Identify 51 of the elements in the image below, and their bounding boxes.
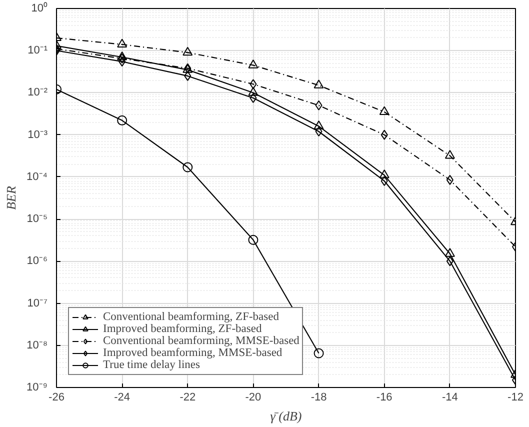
y-tick-label: 10⁻⁵ xyxy=(26,213,48,226)
x-axis-title: γ̄ (dB) xyxy=(270,408,302,424)
x-tick-label: -12 xyxy=(508,392,524,404)
point xyxy=(118,53,126,64)
legend-label: Improved beamforming, ZF-based xyxy=(103,323,262,335)
x-tick-label: -24 xyxy=(114,392,130,404)
point xyxy=(380,176,388,186)
legend-label: Conventional beamforming, ZF-based xyxy=(103,311,279,323)
point xyxy=(315,126,322,136)
point xyxy=(118,56,126,67)
point xyxy=(117,115,128,126)
point xyxy=(314,80,324,88)
point xyxy=(444,150,455,159)
y-tick-label: 10⁻⁹ xyxy=(26,382,48,394)
point xyxy=(248,60,258,68)
x-tick-label: -14 xyxy=(442,392,458,404)
point xyxy=(182,162,193,172)
y-tick-label: 10⁻⁸ xyxy=(26,339,48,352)
point xyxy=(250,92,257,103)
point xyxy=(314,120,324,130)
y-tick-label: 10⁻⁴ xyxy=(26,170,48,183)
x-tick-label: -20 xyxy=(245,392,262,404)
y-tick-label: 10⁻¹ xyxy=(28,44,48,57)
x-tick-label: -16 xyxy=(376,392,392,404)
point xyxy=(379,170,390,178)
y-axis-title: BER xyxy=(4,186,19,210)
y-tick-label: 10⁻⁶ xyxy=(26,255,48,268)
point xyxy=(444,248,455,257)
y-tick-label: 10⁻³ xyxy=(28,128,48,141)
point xyxy=(117,51,128,60)
point xyxy=(250,79,257,90)
point xyxy=(379,106,390,116)
point xyxy=(380,130,388,140)
point xyxy=(184,70,192,81)
point xyxy=(315,100,322,110)
point xyxy=(248,234,258,245)
y-tick-label: 10⁻² xyxy=(28,86,48,99)
x-tick-label: -26 xyxy=(48,392,64,404)
legend-label: Conventional beamforming, MMSE-based xyxy=(103,335,300,347)
point xyxy=(314,348,324,358)
y-tick-label: 10⁰ xyxy=(31,2,48,14)
x-tick-label: -22 xyxy=(180,392,196,404)
point xyxy=(446,174,454,185)
point xyxy=(182,46,193,56)
y-tick-label: 10⁻⁷ xyxy=(27,297,48,310)
x-tick-label: -18 xyxy=(310,392,327,404)
point xyxy=(117,38,128,48)
legend-label: True time delay lines xyxy=(103,359,200,371)
legend-label: Improved beamforming, MMSE-based xyxy=(103,347,282,359)
point xyxy=(248,87,258,96)
point xyxy=(446,256,454,266)
